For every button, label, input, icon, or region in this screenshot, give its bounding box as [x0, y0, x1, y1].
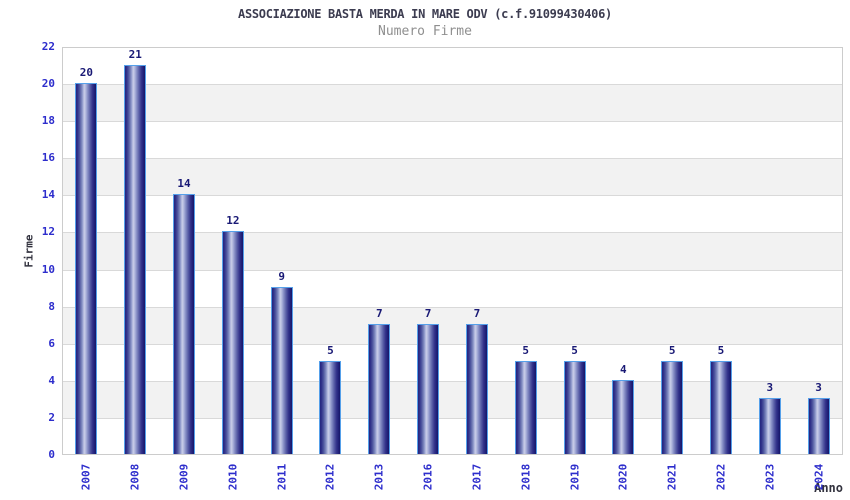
x-tick-label: 2016: [421, 463, 435, 491]
bar-2007: [75, 83, 98, 454]
bar-2013: [368, 324, 391, 454]
bar-2018: [514, 361, 537, 454]
x-tick-label: 2008: [128, 463, 142, 491]
bar-2008: [124, 64, 147, 454]
x-tick-label: 2018: [519, 463, 533, 491]
bar-2011: [270, 287, 293, 454]
bar-value-label: 7: [424, 307, 432, 321]
bar-value-label: 12: [226, 214, 240, 228]
bar-2022: [709, 361, 732, 454]
x-tick-label: 2020: [616, 463, 630, 491]
bar-2021: [661, 361, 684, 454]
y-tick-label: 20: [41, 77, 55, 91]
y-tick-label: 10: [41, 262, 55, 276]
x-tick-label: 2023: [763, 463, 777, 491]
y-tick-label: 8: [48, 299, 55, 313]
bar-2016: [417, 324, 440, 454]
y-tick-label: 0: [48, 448, 55, 461]
chart-subtitle: Numero Firme: [378, 24, 472, 39]
x-tick-label: 2017: [470, 463, 484, 491]
bar-2009: [173, 194, 196, 454]
bar-value-label: 5: [668, 344, 676, 358]
y-tick-label: 14: [41, 188, 55, 202]
x-tick-label: 2007: [79, 463, 93, 491]
bar-value-label: 5: [522, 344, 530, 358]
bar-value-label: 5: [327, 344, 334, 358]
bar-value-label: 5: [717, 344, 725, 358]
y-tick-label: 12: [41, 225, 55, 239]
x-tick-label: 2019: [568, 463, 582, 491]
bar-2020: [612, 379, 635, 454]
bar-value-label: 9: [278, 270, 285, 284]
bar-2010: [221, 231, 244, 454]
x-tick-label: 2011: [275, 463, 289, 491]
bar-2019: [563, 361, 586, 454]
bar-value-label: 5: [571, 344, 578, 358]
bar-2023: [758, 398, 781, 454]
x-tick-label: 2024: [812, 463, 826, 491]
x-axis-title: Anno: [814, 481, 843, 495]
y-tick-label: 22: [41, 40, 55, 53]
bar-value-label: 7: [375, 307, 383, 321]
bar-value-label: 20: [79, 66, 94, 80]
x-tick-label: 2010: [226, 463, 240, 491]
x-tick-label: 2009: [177, 463, 191, 491]
bar-value-label: 21: [128, 47, 142, 61]
x-tick-label: 2021: [665, 463, 679, 491]
y-tick-label: 6: [48, 336, 55, 350]
chart-title: ASSOCIAZIONE BASTA MERDA IN MARE ODV (c.…: [238, 7, 612, 21]
bar-2024: [807, 398, 830, 454]
bar-value-label: 7: [473, 307, 481, 321]
bar-value-label: 3: [815, 381, 822, 395]
x-tick-label: 2022: [714, 463, 728, 491]
bar-value-label: 14: [177, 177, 191, 191]
y-tick-label: 16: [41, 151, 55, 165]
bar-2012: [319, 361, 342, 454]
x-tick-label: 2013: [372, 463, 386, 491]
bar-value-label: 3: [766, 381, 774, 395]
bar-2017: [465, 324, 488, 454]
y-tick-label: 4: [48, 373, 55, 387]
x-tick-label: 2012: [323, 463, 337, 491]
y-tick-label: 2: [48, 410, 55, 424]
y-tick-label: 18: [41, 114, 55, 128]
bar-value-label: 4: [620, 362, 627, 376]
